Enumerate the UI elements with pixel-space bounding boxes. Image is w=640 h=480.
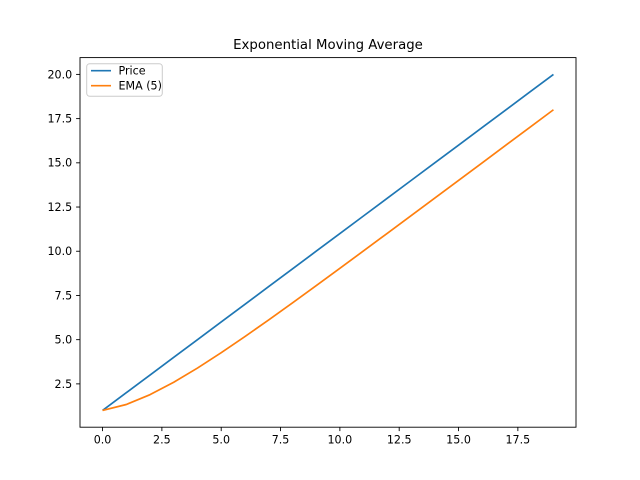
y-tick-label: 12.5 — [47, 201, 72, 214]
x-tick-label: 10.0 — [328, 434, 353, 447]
legend: Price EMA (5) — [86, 63, 163, 97]
price-line — [102, 73, 554, 412]
axes-ticks: 0.0 2.5 5.0 7.5 10.0 12.5 15.0 17.5 2.5 5.0 7.5 10.… — [47, 68, 530, 446]
ema-line — [102, 109, 554, 412]
x-tick-label: 7.5 — [272, 434, 290, 447]
plot-lines — [102, 73, 554, 412]
y-tick-label: 5.0 — [55, 334, 73, 347]
legend-box — [86, 63, 163, 97]
y-tick-label: 7.5 — [55, 289, 73, 302]
x-tick-label: 5.0 — [212, 434, 230, 447]
y-tick-label: 17.5 — [47, 113, 72, 126]
chart-title: Exponential Moving Average — [233, 38, 423, 53]
x-tick-label: 12.5 — [387, 434, 412, 447]
axes-spines — [79, 57, 577, 428]
legend-price-label: Price — [119, 65, 146, 78]
y-tick-label: 20.0 — [47, 68, 72, 81]
y-tick-label: 2.5 — [55, 378, 73, 391]
x-tick-label: 0.0 — [94, 434, 112, 447]
legend-ema-label: EMA (5) — [119, 80, 162, 93]
y-tick-label: 15.0 — [47, 157, 72, 170]
y-tick-label: 10.0 — [47, 245, 72, 258]
x-tick-label: 15.0 — [446, 434, 471, 447]
x-tick-label: 2.5 — [153, 434, 171, 447]
x-tick-label: 17.5 — [506, 434, 531, 447]
